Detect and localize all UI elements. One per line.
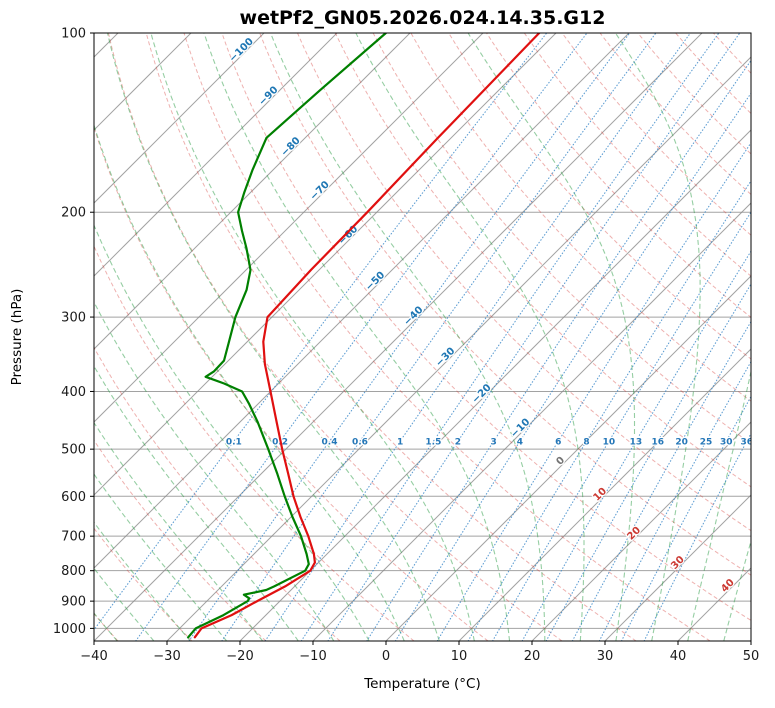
svg-text:20: 20 <box>626 525 644 543</box>
svg-text:0: 0 <box>554 455 567 468</box>
svg-text:25: 25 <box>700 437 713 447</box>
svg-text:700: 700 <box>61 530 86 545</box>
svg-text:16: 16 <box>651 437 664 447</box>
dewpoint-line <box>187 33 387 639</box>
svg-text:0.4: 0.4 <box>322 437 338 447</box>
svg-text:4: 4 <box>517 437 523 447</box>
svg-text:40: 40 <box>719 577 737 595</box>
svg-text:6: 6 <box>555 437 561 447</box>
svg-text:−50: −50 <box>364 270 388 294</box>
svg-text:200: 200 <box>61 206 86 221</box>
svg-text:50: 50 <box>743 649 760 664</box>
svg-text:−20: −20 <box>470 382 494 406</box>
svg-text:40: 40 <box>670 649 687 664</box>
svg-text:10: 10 <box>592 486 610 504</box>
svg-text:0: 0 <box>382 649 390 664</box>
svg-text:−60: −60 <box>337 224 361 248</box>
svg-text:−70: −70 <box>308 179 332 203</box>
svg-text:8: 8 <box>583 437 589 447</box>
svg-text:20: 20 <box>675 437 688 447</box>
y-axis-label: Pressure (hPa) <box>9 288 25 386</box>
svg-text:−30: −30 <box>153 649 180 664</box>
dry-adiabats-group <box>94 33 751 641</box>
svg-text:36: 36 <box>741 437 754 447</box>
mixing-ratio-labels-group: 0.1 0.2 0.4 0.6 1 1.5 2 3 4 6 8 10 13 16 20 25 30 36 <box>225 436 754 449</box>
svg-text:30: 30 <box>720 437 733 447</box>
moist-adiabats-group <box>94 33 751 641</box>
svg-text:500: 500 <box>61 443 86 458</box>
svg-text:0.6: 0.6 <box>352 437 368 447</box>
sounding-group <box>187 33 541 639</box>
svg-text:−30: −30 <box>434 346 458 370</box>
svg-text:600: 600 <box>61 490 86 505</box>
svg-text:2: 2 <box>455 437 461 447</box>
svg-text:−100: −100 <box>227 36 255 64</box>
x-axis-label: Temperature (°C) <box>364 676 481 692</box>
axes-group <box>90 32 752 645</box>
temperature-line <box>193 33 541 639</box>
svg-text:100: 100 <box>61 27 86 42</box>
svg-text:10: 10 <box>603 437 616 447</box>
svg-text:1000: 1000 <box>53 622 86 637</box>
x-tick-labels: −40 −30 −20 −10 0 10 20 30 40 50 <box>80 649 759 664</box>
svg-text:−80: −80 <box>279 135 303 159</box>
svg-text:13: 13 <box>630 437 643 447</box>
chart-title: wetPf2_GN05.2026.024.14.35.G12 <box>239 7 606 29</box>
svg-text:−20: −20 <box>226 649 253 664</box>
isotherms-group <box>94 33 751 641</box>
y-tick-labels: 100 200 300 400 500 600 700 800 900 1000 <box>53 27 86 637</box>
svg-text:800: 800 <box>61 564 86 579</box>
mixing-ratio-group <box>94 33 751 641</box>
svg-text:1.5: 1.5 <box>425 437 441 447</box>
svg-text:900: 900 <box>61 595 86 610</box>
svg-text:−10: −10 <box>299 649 326 664</box>
svg-text:3: 3 <box>491 437 497 447</box>
svg-text:300: 300 <box>61 311 86 326</box>
svg-text:400: 400 <box>61 385 86 400</box>
svg-text:10: 10 <box>451 649 468 664</box>
svg-text:−40: −40 <box>80 649 107 664</box>
svg-text:30: 30 <box>597 649 614 664</box>
svg-text:30: 30 <box>669 554 687 572</box>
svg-text:0.1: 0.1 <box>226 437 242 447</box>
svg-text:1: 1 <box>397 437 403 447</box>
svg-text:−90: −90 <box>257 85 281 109</box>
svg-text:20: 20 <box>524 649 541 664</box>
